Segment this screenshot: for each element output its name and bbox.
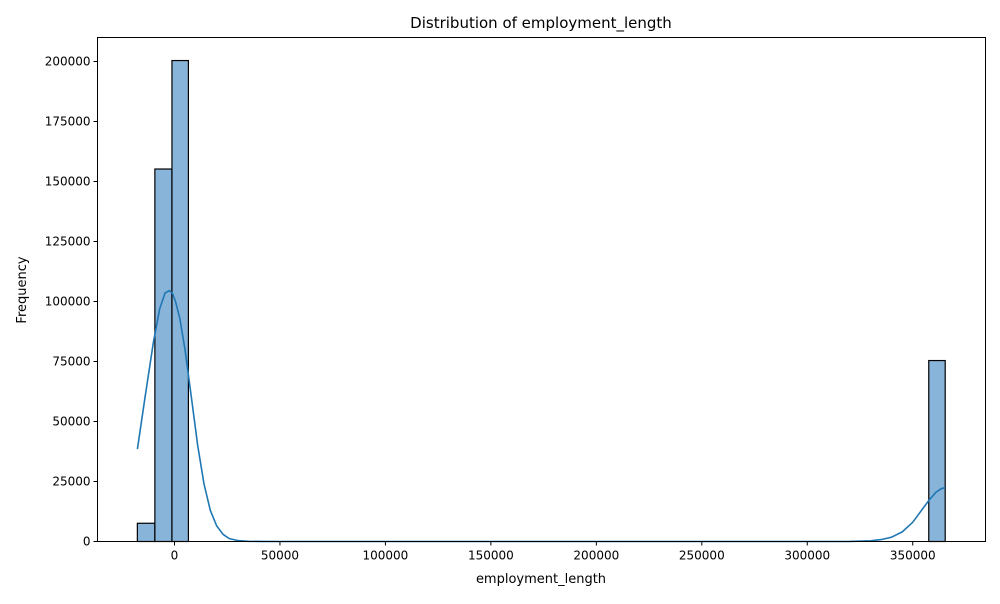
y-tick-label: 200000 bbox=[45, 55, 91, 69]
y-tick-label: 0 bbox=[83, 535, 91, 549]
y-tick-label: 125000 bbox=[45, 235, 91, 249]
y-tick-label: 75000 bbox=[52, 355, 90, 369]
x-tick-label: 250000 bbox=[679, 549, 725, 563]
y-tick-label: 175000 bbox=[45, 115, 91, 129]
y-axis-label: Frequency bbox=[15, 256, 30, 323]
y-tick-label: 150000 bbox=[45, 175, 91, 189]
x-tick-label: 100000 bbox=[363, 549, 409, 563]
y-axis: 0 25000 50000 75000 100000 125000 150000 175000… bbox=[45, 55, 98, 549]
kde-curve bbox=[136, 289, 946, 543]
histogram-bars bbox=[136, 59, 946, 543]
histogram-bar bbox=[136, 522, 156, 543]
histogram-bar bbox=[928, 359, 946, 543]
x-axis: 0 50000 100000 150000 200000 250000 300000 3500… bbox=[171, 541, 936, 563]
histogram-bar bbox=[171, 59, 190, 543]
x-tick-label: 0 bbox=[171, 549, 179, 563]
y-tick-label: 50000 bbox=[52, 415, 90, 429]
x-tick-label: 350000 bbox=[890, 549, 936, 563]
plot-frame bbox=[97, 37, 986, 542]
x-tick-label: 150000 bbox=[468, 549, 514, 563]
x-tick-label: 200000 bbox=[573, 549, 619, 563]
chart-title: Distribution of employment_length bbox=[410, 14, 672, 33]
x-tick-label: 300000 bbox=[784, 549, 830, 563]
histogram-bar bbox=[154, 168, 173, 543]
y-tick-label: 100000 bbox=[45, 295, 91, 309]
kde-curve-group bbox=[136, 289, 946, 543]
x-tick-label: 50000 bbox=[261, 549, 299, 563]
x-axis-label: employment_length bbox=[476, 572, 606, 587]
y-tick-label: 25000 bbox=[52, 475, 90, 489]
